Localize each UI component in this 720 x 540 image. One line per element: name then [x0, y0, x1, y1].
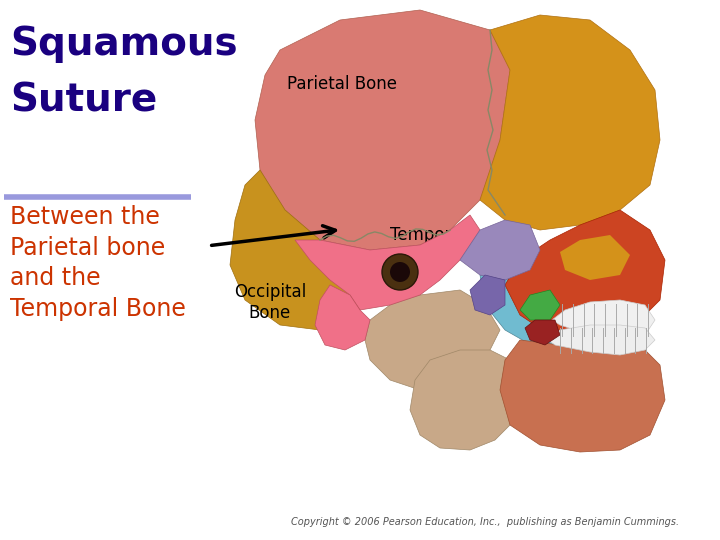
- Polygon shape: [505, 210, 665, 340]
- Text: Frontal
Bone: Frontal Bone: [573, 64, 629, 103]
- Text: Occipital
Bone: Occipital Bone: [234, 283, 306, 322]
- Text: Between the
Parietal bone
and the
Temporal Bone: Between the Parietal bone and the Tempor…: [10, 205, 186, 321]
- Polygon shape: [525, 320, 560, 345]
- Polygon shape: [552, 300, 655, 340]
- Polygon shape: [560, 235, 630, 280]
- Polygon shape: [460, 220, 540, 280]
- Text: Squamous: Squamous: [10, 25, 238, 63]
- Polygon shape: [410, 350, 520, 450]
- Polygon shape: [295, 215, 480, 310]
- Polygon shape: [230, 170, 370, 330]
- Polygon shape: [480, 265, 640, 355]
- Polygon shape: [315, 285, 370, 350]
- Polygon shape: [520, 290, 560, 320]
- Text: Parietal Bone: Parietal Bone: [287, 75, 397, 93]
- Polygon shape: [365, 290, 500, 390]
- Polygon shape: [500, 340, 665, 452]
- Polygon shape: [548, 325, 655, 355]
- Circle shape: [382, 254, 418, 290]
- Circle shape: [390, 262, 410, 282]
- Text: Temporal
Bone: Temporal Bone: [390, 226, 467, 265]
- Polygon shape: [480, 15, 660, 230]
- Polygon shape: [255, 10, 510, 250]
- Text: Copyright © 2006 Pearson Education, Inc.,  publishing as Benjamin Cummings.: Copyright © 2006 Pearson Education, Inc.…: [291, 517, 679, 527]
- Text: Suture: Suture: [10, 82, 157, 120]
- Polygon shape: [470, 275, 505, 315]
